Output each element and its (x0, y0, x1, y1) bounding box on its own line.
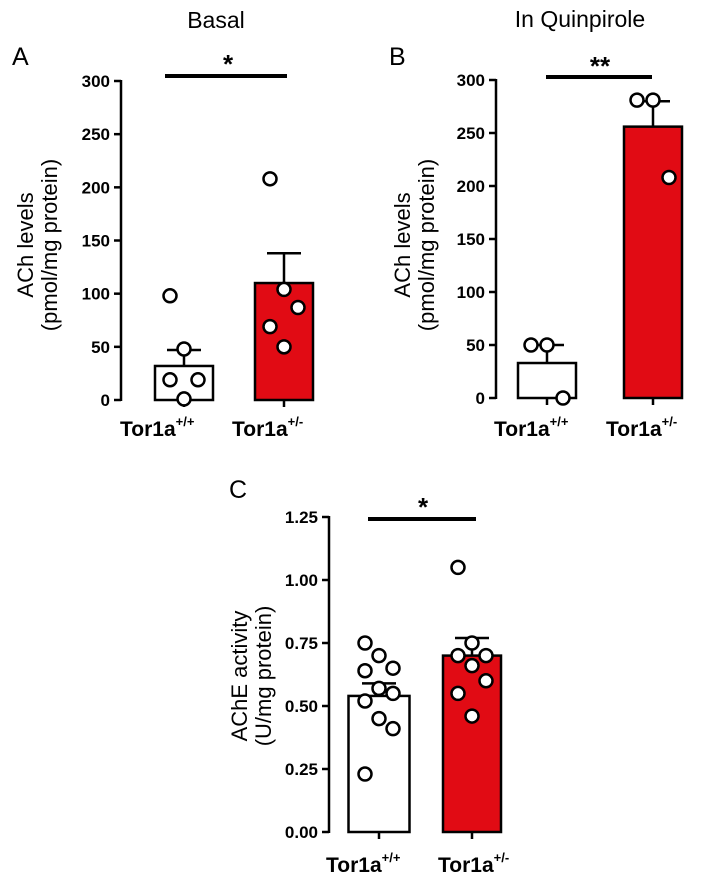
data-point (385, 660, 401, 676)
data-point (371, 710, 387, 727)
y-tick-label: 200 (457, 177, 485, 196)
data-point (523, 337, 539, 353)
data-point (464, 708, 480, 724)
data-point (464, 657, 480, 674)
data-point (162, 288, 178, 304)
significance-marker: * (223, 49, 234, 79)
data-point (357, 693, 373, 709)
category-label: Tor1a+/+ (494, 414, 569, 441)
data-point (276, 339, 292, 355)
significance-marker: * (418, 492, 429, 522)
y-tick-label: 0.00 (285, 823, 318, 842)
chart-panel-a: Basal A 0 50 100 150 200 250 300 ACh levels(pmol/… (12, 7, 315, 441)
y-axis-label-line2: (U/mg protein) (251, 606, 276, 747)
category-name: Tor1a (120, 418, 176, 441)
data-point (385, 685, 401, 702)
data-point (371, 647, 387, 664)
y-tick-label: 1.00 (285, 571, 318, 590)
y-axis-label-line1: ACh levels (13, 192, 38, 297)
data-point (357, 662, 373, 679)
y-tick-label: 0 (101, 391, 110, 410)
data-point (478, 647, 494, 664)
y-tick-label: 50 (91, 338, 110, 357)
y-axis-label: AChE activity(U/mg protein) (227, 606, 276, 747)
category-name: Tor1a (232, 418, 288, 441)
category-name: Tor1a (326, 854, 382, 877)
category-name: Tor1a (438, 854, 494, 877)
bar (622, 125, 684, 400)
significance-marker: ** (590, 51, 611, 81)
data-point (262, 171, 278, 187)
data-point (276, 281, 292, 298)
category-genotype: +/- (494, 850, 510, 865)
data-point (478, 673, 494, 689)
y-tick-label: 0.75 (285, 634, 318, 653)
category-genotype: +/+ (382, 850, 401, 865)
category-genotype: +/- (288, 414, 304, 429)
y-tick-label: 100 (82, 285, 110, 304)
chart-panel-b: In Quinpirole B 0 50 100 150 200 250 300 ACh leve… (389, 6, 684, 441)
panel-label: B (389, 43, 406, 71)
y-tick-label: 100 (457, 283, 485, 302)
category-label: Tor1a+/- (606, 414, 677, 441)
y-tick-label: 150 (457, 230, 485, 249)
data-point (645, 92, 661, 108)
category-label: Tor1a+/+ (326, 850, 401, 877)
category-genotype: +/- (662, 414, 678, 429)
data-point (262, 318, 278, 335)
data-point (555, 390, 571, 406)
data-point (176, 341, 192, 357)
category-genotype: +/+ (550, 414, 569, 429)
panel-label: A (12, 43, 29, 71)
data-point (371, 680, 387, 697)
y-tick-label: 0.50 (285, 697, 318, 716)
data-point (450, 559, 466, 576)
data-point (661, 169, 677, 186)
data-point (629, 92, 645, 108)
chart-title: In Quinpirole (515, 6, 645, 32)
y-tick-label: 200 (82, 178, 110, 197)
panel-label: C (229, 476, 247, 504)
category-label: Tor1a+/- (438, 850, 509, 877)
y-tick-label: 150 (82, 232, 110, 251)
y-axis-label: ACh levels(pmol/mg protein) (13, 159, 62, 331)
category-label: Tor1a+/- (232, 414, 303, 441)
chart-panel-c: C 0.00 0.25 0.50 0.75 1.00 1.25 AChE activity(U… (227, 476, 509, 877)
chart-title: Basal (187, 7, 245, 33)
data-point (450, 647, 466, 664)
data-point (290, 299, 306, 316)
y-axis-label: ACh levels(pmol/mg protein) (390, 159, 439, 331)
data-point (162, 372, 178, 388)
category-name: Tor1a (606, 418, 662, 441)
data-point (450, 685, 466, 702)
data-point (464, 635, 480, 651)
y-tick-label: 50 (466, 336, 485, 355)
y-axis-label-line2: (pmol/mg protein) (414, 159, 439, 331)
y-tick-label: 0 (476, 389, 485, 408)
category-label: Tor1a+/+ (120, 414, 195, 441)
category-name: Tor1a (494, 418, 550, 441)
y-tick-label: 300 (457, 71, 485, 90)
data-point (190, 372, 206, 388)
data-point (385, 720, 401, 737)
y-axis-label-line1: AChE activity (227, 611, 252, 742)
data-point (357, 766, 373, 782)
y-tick-label: 1.25 (285, 508, 318, 527)
data-point (539, 337, 555, 353)
y-tick-label: 250 (457, 124, 485, 143)
data-point (176, 391, 192, 407)
data-point (357, 635, 373, 651)
y-axis-label-line1: ACh levels (390, 192, 415, 297)
y-tick-label: 250 (82, 125, 110, 144)
y-tick-label: 0.25 (285, 760, 318, 779)
y-tick-label: 300 (82, 72, 110, 91)
category-genotype: +/+ (176, 414, 195, 429)
y-axis-label-line2: (pmol/mg protein) (37, 159, 62, 331)
